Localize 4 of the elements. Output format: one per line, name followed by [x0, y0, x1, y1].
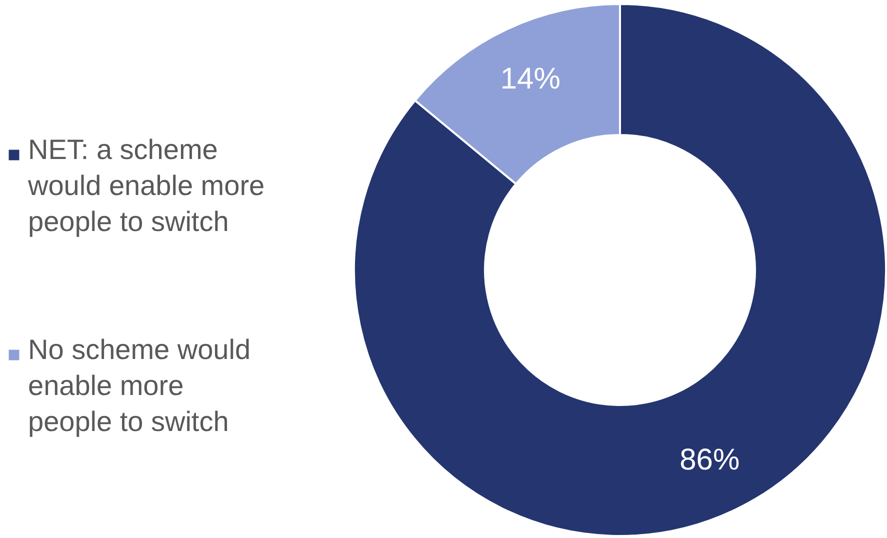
- legend-label: NET: a scheme would enable more people to switch: [27, 134, 265, 237]
- data-label: 86%: [680, 443, 740, 476]
- legend-label: No scheme would enable more people to switch: [28, 334, 251, 437]
- data-label: 14%: [500, 62, 560, 96]
